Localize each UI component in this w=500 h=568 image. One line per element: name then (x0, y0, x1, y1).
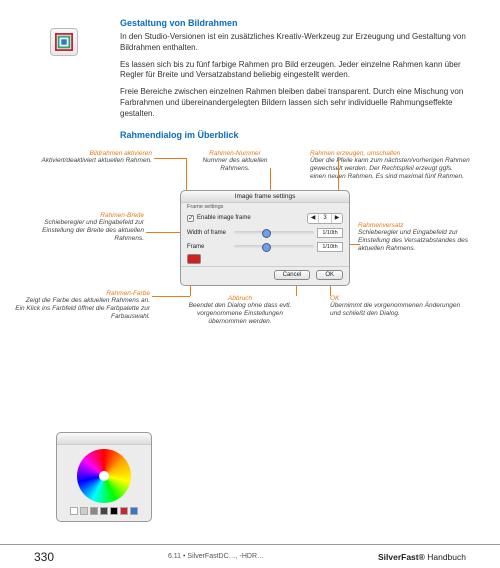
section1-p1: In den Studio-Versionen ist ein zusätzli… (120, 32, 468, 54)
width-slider[interactable] (234, 231, 314, 235)
section1-p3: Freie Bereiche zwischen einzelnen Rahmen… (120, 87, 468, 119)
label-create: Rahmen erzeugen, umschalten Über die Pfe… (310, 150, 470, 181)
cancel-button[interactable]: Cancel (274, 270, 311, 280)
enable-frame-checkbox[interactable] (187, 215, 194, 222)
stepper-prev[interactable]: ◀ (308, 214, 318, 223)
frame-color-swatch[interactable] (187, 254, 201, 264)
palette-titlebar (57, 433, 151, 445)
color-palette-window (56, 432, 152, 522)
enable-frame-label: Enable image frame (197, 215, 251, 221)
frame-number-stepper[interactable]: ◀ 3 ▶ (307, 213, 343, 224)
section2-title: Rahmendialog im Überblick (120, 130, 468, 140)
frame-offset-label: Frame (187, 244, 231, 250)
section1-title: Gestaltung von Bildrahmen (120, 18, 468, 28)
label-width: Rahmen-Breite Schieberegler und Eingabef… (12, 212, 144, 243)
dialog-subtitle: Frame settings (181, 203, 349, 211)
color-wheel[interactable] (77, 449, 131, 503)
label-ok: OK Übernimmt die vorgenommenen Änderunge… (330, 295, 470, 318)
footer-mid: 6.11 • SilverFastDC…, -HDR… (54, 553, 378, 560)
label-activate: Bildrahmen aktivieren Aktiviert/deaktivi… (22, 150, 152, 166)
width-label: Width of frame (187, 230, 231, 236)
frames-tool-icon (50, 28, 78, 56)
dialog-overview: Bildrahmen aktivieren Aktiviert/deaktivi… (32, 150, 468, 360)
label-number: Rahmen-Nummer Nummer des aktuellen Rahme… (190, 150, 280, 173)
offset-slider[interactable] (234, 245, 314, 249)
stepper-value: 3 (318, 214, 332, 223)
palette-swatches[interactable] (61, 507, 147, 515)
section1-p2: Es lassen sich bis zu fünf farbige Rahme… (120, 60, 468, 82)
label-color: Rahmen-Farbe Zeigt die Farbe des aktuell… (12, 290, 150, 321)
ok-button[interactable]: OK (316, 270, 343, 280)
stepper-next[interactable]: ▶ (332, 214, 342, 223)
dialog-title: Image frame settings (181, 191, 349, 203)
footer-right: SilverFast® Handbuch (378, 552, 466, 562)
page-number: 330 (34, 550, 54, 564)
offset-value[interactable]: 1/10th (317, 242, 343, 252)
image-frame-dialog: Image frame settings Frame settings Enab… (180, 190, 350, 286)
label-offset: Rahmenversatz Schieberegler und Eingabef… (358, 222, 478, 253)
label-cancel: Abbruch Beendet den Dialog ohne dass evt… (180, 295, 300, 326)
page-footer: 330 6.11 • SilverFastDC…, -HDR… SilverFa… (0, 544, 500, 568)
width-value[interactable]: 1/10th (317, 228, 343, 238)
